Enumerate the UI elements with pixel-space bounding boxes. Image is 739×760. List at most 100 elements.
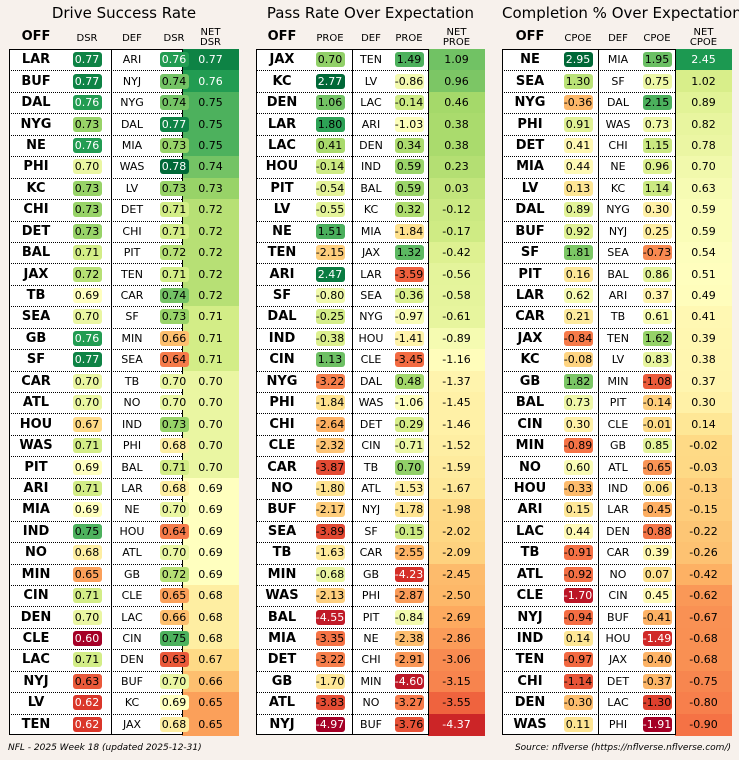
offense-value-pill: -4.55 xyxy=(315,609,345,625)
defense-team: ARI xyxy=(608,289,628,303)
net-value: 0.89 xyxy=(691,96,716,110)
offense-team: WAS xyxy=(265,588,299,604)
row-divider xyxy=(9,670,182,672)
offense-value-pill: 0.21 xyxy=(563,309,593,325)
net-cell-bg xyxy=(182,413,239,436)
offense-value-pill: -3.87 xyxy=(315,459,345,475)
net-value: -0.58 xyxy=(442,289,471,303)
offense-team: CIN xyxy=(517,416,543,432)
offense-team: TB xyxy=(520,545,540,561)
row-divider xyxy=(9,477,182,479)
defense-team: DAL xyxy=(360,374,382,388)
net-value: -0.80 xyxy=(689,696,718,710)
offense-team: DEN xyxy=(514,695,546,711)
net-value: -2.86 xyxy=(442,632,471,646)
defense-team: NYJ xyxy=(608,224,628,238)
offense-team: DAL xyxy=(21,95,51,111)
defense-value-pill: 0.45 xyxy=(642,588,672,604)
offense-value-pill: 0.70 xyxy=(72,395,102,411)
net-cell-bg xyxy=(182,349,239,372)
net-cell-bg xyxy=(428,327,485,350)
net-value: 0.69 xyxy=(198,546,223,560)
net-value: -1.45 xyxy=(442,396,471,410)
row-divider xyxy=(502,91,675,93)
net-cell-bg xyxy=(428,584,485,607)
defense-value-pill: 0.59 xyxy=(394,159,424,175)
net-value: 1.09 xyxy=(444,53,469,67)
defense-team: HOU xyxy=(119,524,145,538)
row-divider xyxy=(256,263,428,265)
row-divider xyxy=(9,563,182,565)
defense-team: DAL xyxy=(607,96,629,110)
defense-team: ATL xyxy=(608,460,628,474)
defense-team: NYJ xyxy=(361,503,381,517)
row-divider xyxy=(256,584,428,586)
defense-team: LAC xyxy=(360,96,382,110)
row-divider xyxy=(256,692,428,694)
row-divider xyxy=(9,434,182,436)
net-cell-bg xyxy=(428,91,485,114)
offense-team: SF xyxy=(26,352,46,368)
net-value: -0.89 xyxy=(442,331,471,345)
row-divider xyxy=(502,134,675,136)
defense-team: TEN xyxy=(607,331,629,345)
net-cell-bg xyxy=(675,563,732,586)
net-cell-bg xyxy=(675,177,732,200)
net-cell-bg xyxy=(428,113,485,136)
net-value: 0.38 xyxy=(444,138,469,152)
defense-value-pill: 0.70 xyxy=(159,502,189,518)
defense-value-pill: 0.73 xyxy=(159,309,189,325)
row-divider xyxy=(256,649,428,651)
offense-team: SEA xyxy=(21,309,51,325)
net-value: 0.69 xyxy=(198,567,223,581)
defense-team: HOU xyxy=(605,632,631,646)
offense-value-pill: 1.81 xyxy=(563,245,593,261)
row-divider xyxy=(502,542,675,544)
offense-value-pill: 0.70 xyxy=(72,159,102,175)
row-divider xyxy=(256,542,428,544)
row-divider xyxy=(9,456,182,458)
net-cell-bg xyxy=(675,670,732,693)
defense-value-pill: -3.45 xyxy=(394,352,424,368)
row-divider xyxy=(9,241,182,243)
offense-team: TEN xyxy=(21,716,51,732)
offense-team: NO xyxy=(25,545,47,561)
net-cell-bg xyxy=(675,349,732,372)
net-cell-bg xyxy=(428,434,485,457)
header-off: OFF xyxy=(21,29,51,44)
net-cell-bg xyxy=(182,199,239,221)
net-value: -0.02 xyxy=(689,439,718,453)
net-value: 0.72 xyxy=(198,267,223,281)
defense-value-pill: 0.72 xyxy=(159,566,189,582)
defense-value-pill: -0.40 xyxy=(642,652,672,668)
net-cell-bg xyxy=(182,649,239,672)
defense-team: NO xyxy=(362,696,380,710)
column-divider xyxy=(428,49,429,735)
offense-value-pill: 0.62 xyxy=(72,716,102,732)
offense-team: BAL xyxy=(21,245,51,261)
defense-value-pill: -0.45 xyxy=(642,502,672,518)
row-divider xyxy=(502,520,675,522)
row-divider xyxy=(256,241,428,243)
net-cell-bg xyxy=(428,649,485,672)
defense-team: DET xyxy=(606,674,630,688)
offense-value-pill: -0.84 xyxy=(563,330,593,346)
net-value: 0.70 xyxy=(198,439,223,453)
defense-value-pill: -1.91 xyxy=(642,716,672,732)
defense-team: PIT xyxy=(609,396,627,410)
defense-value-pill: -1.49 xyxy=(642,631,672,647)
net-value: 0.70 xyxy=(198,396,223,410)
offense-team: PIT xyxy=(24,459,48,475)
offense-value-pill: 0.77 xyxy=(72,352,102,368)
net-value: 0.63 xyxy=(691,181,716,195)
row-divider xyxy=(502,370,675,372)
net-value: -0.12 xyxy=(442,203,471,217)
offense-team: CIN xyxy=(23,588,49,604)
defense-team: PHI xyxy=(608,717,628,731)
defense-value-pill: 1.62 xyxy=(642,330,672,346)
offense-value-pill: -1.14 xyxy=(563,673,593,689)
defense-value-pill: 0.83 xyxy=(642,352,672,368)
offense-value-pill: 0.69 xyxy=(72,459,102,475)
net-cell-bg xyxy=(428,199,485,221)
net-value: 0.51 xyxy=(691,267,716,281)
